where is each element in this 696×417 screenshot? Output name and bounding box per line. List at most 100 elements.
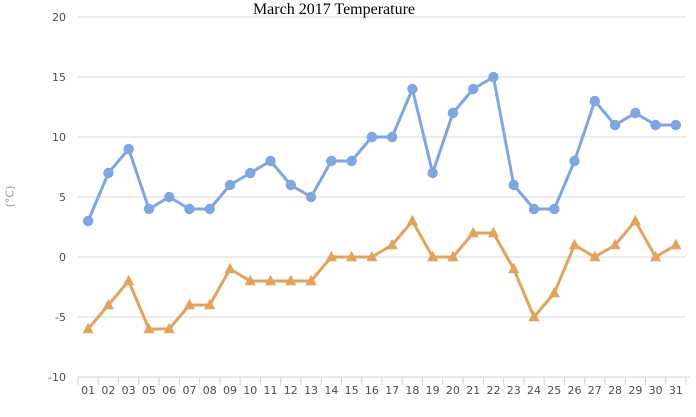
data-point-orange [568, 238, 581, 250]
data-point-orange [427, 250, 439, 262]
data-point-blue [549, 203, 560, 215]
x-tick-label: 30 [649, 384, 663, 397]
data-point-orange [204, 298, 216, 310]
data-point-blue [650, 119, 661, 131]
data-point-orange [508, 262, 520, 274]
data-point-blue [569, 155, 580, 167]
x-tick-label: 24 [527, 384, 541, 397]
x-tick-label: 28 [608, 384, 622, 397]
data-point-blue [224, 179, 236, 191]
data-point-orange [406, 214, 418, 226]
data-point-blue [366, 131, 378, 143]
series-line-blue [86, 75, 678, 223]
data-point-blue [265, 155, 276, 167]
x-tick-label: 05 [142, 384, 156, 397]
x-tick-label: 09 [223, 384, 237, 397]
x-tick-label: 31 [669, 384, 683, 397]
data-point-orange [305, 274, 317, 286]
data-point-orange [346, 250, 358, 262]
y-axis-label: (°C) [3, 185, 17, 208]
data-point-orange [447, 250, 459, 262]
x-tick-label: 01 [81, 384, 95, 397]
y-tick-label: -10 [48, 371, 66, 384]
y-tick-label: 10 [52, 131, 66, 144]
data-point-orange [285, 274, 297, 286]
chart-title: March 2017 Temperature [252, 1, 416, 18]
data-point-orange [325, 250, 337, 262]
data-point-orange [163, 322, 175, 334]
x-tick-label: 25 [547, 384, 561, 397]
data-point-blue [285, 179, 296, 191]
x-tick-label: 23 [507, 384, 521, 397]
y-tick-label: 5 [59, 191, 66, 204]
x-tick-label: 19 [426, 384, 440, 397]
data-point-blue [508, 179, 519, 191]
data-point-orange [143, 322, 155, 334]
data-point-orange [467, 226, 479, 238]
x-tick-label: 07 [182, 384, 196, 397]
data-point-orange [528, 310, 540, 322]
data-point-orange [589, 250, 601, 262]
data-point-orange [366, 250, 378, 262]
x-tick-label: 03 [122, 384, 136, 397]
data-point-blue [184, 203, 195, 215]
data-point-blue [245, 167, 256, 179]
x-tick-label: 26 [568, 384, 582, 397]
data-point-orange [650, 250, 662, 262]
data-point-blue [123, 143, 134, 155]
data-point-blue [103, 167, 114, 179]
data-point-blue [427, 167, 438, 179]
data-point-orange [264, 274, 277, 286]
data-point-blue [164, 191, 175, 203]
x-tick-label: 14 [324, 384, 338, 397]
data-point-blue [82, 215, 94, 227]
x-tick-label: 18 [405, 384, 419, 397]
data-point-blue [447, 107, 459, 119]
data-point-orange [102, 298, 114, 310]
data-point-blue [468, 83, 479, 95]
x-tick-label: 02 [101, 384, 115, 397]
data-point-orange [183, 298, 196, 310]
x-tick-label: 21 [466, 384, 480, 397]
data-point-orange [609, 238, 621, 250]
data-point-orange [386, 238, 398, 250]
data-point-blue [386, 131, 398, 143]
series-line-orange [86, 219, 678, 331]
x-tick-label: 27 [588, 384, 602, 397]
data-point-blue [609, 119, 621, 131]
data-point-orange [670, 238, 682, 250]
data-point-blue [143, 203, 155, 215]
data-point-blue [305, 191, 317, 203]
x-tick-label: 06 [162, 384, 176, 397]
data-point-blue [204, 203, 215, 215]
x-tick-label: 20 [446, 384, 460, 397]
data-point-blue [407, 83, 418, 95]
data-point-orange [548, 286, 560, 298]
data-point-orange [82, 322, 94, 334]
x-tick-label: 17 [385, 384, 399, 397]
data-point-blue [528, 203, 540, 215]
x-tick-label: 16 [365, 384, 379, 397]
x-tick-label: 11 [264, 384, 278, 397]
data-point-orange [123, 274, 135, 286]
y-tick-label: 0 [59, 251, 66, 264]
data-point-orange [244, 274, 256, 286]
data-point-blue [589, 95, 600, 107]
x-tick-label: 15 [345, 384, 359, 397]
data-point-blue [488, 71, 499, 83]
x-tick-label: 08 [203, 384, 217, 397]
y-tick-label: 15 [52, 71, 66, 84]
x-tick-label: 10 [243, 384, 257, 397]
data-point-blue [670, 119, 682, 131]
x-tick-label: 22 [486, 384, 500, 397]
data-point-orange [487, 226, 500, 238]
data-point-orange [224, 262, 236, 274]
data-point-orange [629, 214, 641, 226]
data-point-blue [630, 107, 641, 119]
data-point-blue [326, 155, 337, 167]
y-tick-label: 20 [52, 11, 66, 24]
x-tick-label: 12 [284, 384, 298, 397]
x-tick-label: 29 [628, 384, 642, 397]
